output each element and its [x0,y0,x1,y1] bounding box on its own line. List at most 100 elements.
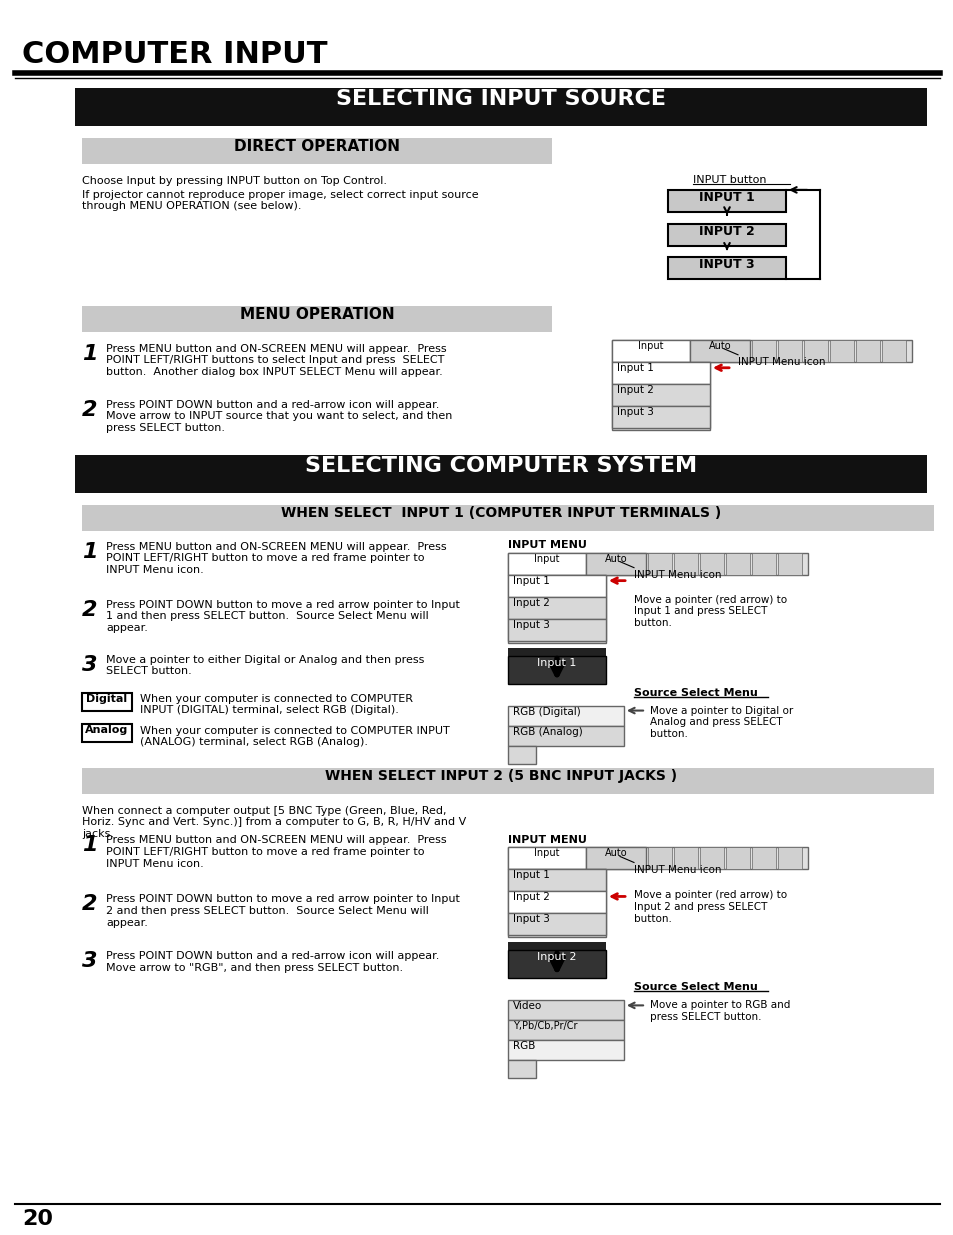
Bar [507,847,585,869]
Bar [667,224,785,246]
Text: INPUT button: INPUT button [692,175,765,185]
Bar [689,340,749,362]
Text: 2: 2 [82,894,97,914]
Text: Y,Pb/Cb,Pr/Cr: Y,Pb/Cb,Pr/Cr [513,1021,577,1031]
Text: Input 1: Input 1 [617,363,653,373]
Bar [507,705,623,725]
Text: Source Select Menu: Source Select Menu [634,982,757,993]
Text: Press MENU button and ON-SCREEN MENU will appear.  Press
POINT LEFT/RIGHT button: Press MENU button and ON-SCREEN MENU wil… [106,836,446,868]
Bar [778,847,801,869]
Text: Input 3: Input 3 [513,620,549,630]
Bar [612,340,911,362]
Bar [507,951,605,978]
Bar [585,553,645,574]
Bar [507,553,807,574]
Text: When connect a computer output [5 BNC Type (Green, Blue, Red,
Horiz. Sync and Ve: When connect a computer output [5 BNC Ty… [82,805,466,839]
Text: WHEN SELECT  INPUT 1 (COMPUTER INPUT TERMINALS ): WHEN SELECT INPUT 1 (COMPUTER INPUT TERM… [280,505,720,520]
Text: SELECTING INPUT SOURCE: SELECTING INPUT SOURCE [335,89,665,109]
Text: Input 1: Input 1 [537,657,576,668]
Bar [507,553,585,574]
Bar [507,656,605,684]
Text: Choose Input by pressing INPUT button on Top Control.: Choose Input by pressing INPUT button on… [82,175,387,186]
Text: DIRECT OPERATION: DIRECT OPERATION [233,138,399,154]
Bar [803,340,827,362]
Bar [507,869,605,892]
Text: Auto: Auto [708,341,731,351]
Bar [751,553,775,574]
Bar [507,746,536,763]
Bar [647,847,671,869]
Text: If projector cannot reproduce proper image, select correct input source
through : If projector cannot reproduce proper ima… [82,190,478,211]
Text: When your computer is connected to COMPUTER
INPUT (DIGITAL) terminal, select RGB: When your computer is connected to COMPU… [140,694,413,715]
Bar [507,574,605,642]
Text: Move a pointer to either Digital or Analog and then press
SELECT button.: Move a pointer to either Digital or Anal… [106,655,424,677]
Bar [507,892,605,914]
Text: Press MENU button and ON-SCREEN MENU will appear.  Press
POINT LEFT/RIGHT button: Press MENU button and ON-SCREEN MENU wil… [106,343,446,377]
Text: 1: 1 [82,836,97,856]
Text: Auto: Auto [604,848,627,858]
Bar [612,340,689,362]
Text: Input 3: Input 3 [617,406,653,416]
Bar [829,340,853,362]
Bar [75,88,926,126]
Bar [82,138,552,164]
Text: INPUT 1: INPUT 1 [699,191,754,204]
Text: Press POINT DOWN button and a red-arrow icon will appear.
Move arrow to INPUT so: Press POINT DOWN button and a red-arrow … [106,400,452,433]
Bar [82,505,933,531]
Text: Input 2: Input 2 [537,952,577,962]
Text: Input 2: Input 2 [513,598,549,608]
Text: 2: 2 [82,400,97,420]
Bar [585,847,645,869]
Bar [700,553,723,574]
Text: 3: 3 [82,655,97,674]
Text: RGB (Analog): RGB (Analog) [513,726,582,736]
Text: Input 2: Input 2 [513,893,549,903]
Bar [751,847,775,869]
Text: Source Select Menu: Source Select Menu [634,688,757,698]
Text: INPUT Menu icon: INPUT Menu icon [738,357,824,367]
Text: Input 3: Input 3 [513,914,549,925]
Text: Move a pointer (red arrow) to
Input 1 and press SELECT
button.: Move a pointer (red arrow) to Input 1 an… [634,594,786,627]
Text: Auto: Auto [604,553,627,563]
Bar [507,597,605,619]
Bar [507,725,623,746]
Text: Press POINT DOWN button to move a red arrow pointer to Input
1 and then press SE: Press POINT DOWN button to move a red ar… [106,600,459,632]
Text: Input 1: Input 1 [513,576,549,585]
Text: SELECTING COMPUTER SYSTEM: SELECTING COMPUTER SYSTEM [305,456,697,475]
Bar [82,306,552,332]
Text: 20: 20 [22,1209,53,1229]
Bar [507,574,605,597]
Text: Move a pointer to RGB and
press SELECT button.: Move a pointer to RGB and press SELECT b… [649,1000,789,1023]
Bar [82,767,933,794]
Bar [667,257,785,279]
Bar [778,340,801,362]
Bar [882,340,905,362]
Bar [667,190,785,212]
Bar [647,553,671,574]
Bar [507,942,605,951]
Bar [612,362,709,430]
Text: Press POINT DOWN button to move a red arrow pointer to Input
2 and then press SE: Press POINT DOWN button to move a red ar… [106,894,459,927]
Bar [507,869,605,937]
Bar [612,406,709,427]
Bar [82,724,132,741]
Text: 1: 1 [82,343,97,364]
Text: 2: 2 [82,600,97,620]
Bar [507,1040,623,1061]
Bar [673,553,698,574]
Text: Move a pointer to Digital or
Analog and press SELECT
button.: Move a pointer to Digital or Analog and … [649,705,792,739]
Text: INPUT 2: INPUT 2 [699,225,754,238]
Text: RGB: RGB [513,1041,535,1051]
Bar [507,1061,536,1078]
Text: Move a pointer (red arrow) to
Input 2 and press SELECT
button.: Move a pointer (red arrow) to Input 2 an… [634,890,786,924]
Bar [751,340,775,362]
Bar [673,847,698,869]
Bar [725,553,749,574]
Text: 3: 3 [82,951,97,972]
Text: Input 1: Input 1 [513,871,549,881]
Text: RGB (Digital): RGB (Digital) [513,706,580,716]
Text: Input 2: Input 2 [617,385,653,395]
Text: Video: Video [513,1002,541,1011]
Text: INPUT 3: INPUT 3 [699,258,754,270]
Text: Press MENU button and ON-SCREEN MENU will appear.  Press
POINT LEFT/RIGHT button: Press MENU button and ON-SCREEN MENU wil… [106,542,446,574]
